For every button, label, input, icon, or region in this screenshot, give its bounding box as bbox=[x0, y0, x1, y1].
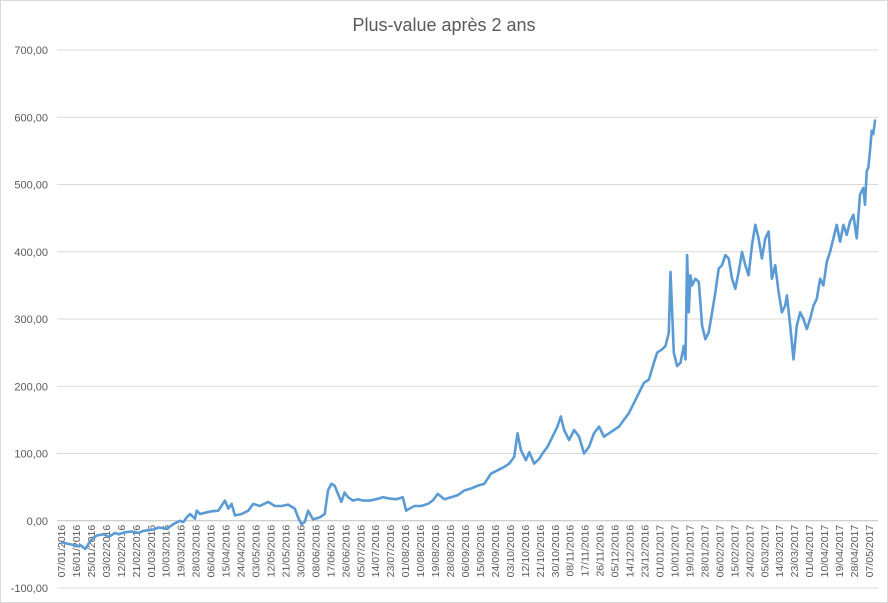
x-tick-label: 05/12/2016 bbox=[610, 525, 622, 578]
x-tick-label: 05/03/2017 bbox=[759, 525, 771, 578]
x-tick-label: 01/01/2017 bbox=[655, 525, 667, 578]
x-tick-label: 06/09/2016 bbox=[460, 525, 472, 578]
x-tick-label: 08/11/2016 bbox=[565, 525, 577, 577]
y-tick-label: 400,00 bbox=[14, 247, 48, 259]
x-tick-label: 23/07/2016 bbox=[385, 525, 397, 578]
y-tick-label: 300,00 bbox=[14, 314, 48, 326]
x-tick-label: 07/05/2017 bbox=[864, 525, 876, 578]
x-tick-label: 10/01/2017 bbox=[669, 525, 681, 578]
x-tick-label: 28/03/2016 bbox=[191, 525, 203, 578]
x-tick-label: 30/10/2016 bbox=[550, 525, 562, 578]
x-tick-label: 19/03/2016 bbox=[176, 525, 188, 578]
x-tick-label: 03/05/2016 bbox=[251, 525, 263, 578]
gridlines bbox=[57, 49, 878, 589]
x-tick-label: 15/02/2017 bbox=[729, 525, 741, 578]
x-tick-label: 21/02/2016 bbox=[131, 525, 143, 578]
x-tick-label: 03/10/2016 bbox=[505, 525, 517, 578]
x-tick-label: 05/07/2016 bbox=[355, 525, 367, 578]
x-tick-label: 24/02/2017 bbox=[744, 525, 756, 578]
x-tick-label: 01/08/2016 bbox=[400, 525, 412, 578]
x-tick-label: 24/09/2016 bbox=[490, 525, 502, 578]
x-tick-label: 14/12/2016 bbox=[625, 525, 637, 578]
y-axis-tick-labels: -100,00 0,00 100,00 200,00 300,00 400,00 500,0… bbox=[11, 45, 48, 595]
x-tick-label: 17/11/2016 bbox=[580, 525, 592, 577]
y-tick-label: 700,00 bbox=[14, 45, 48, 57]
x-tick-label: 21/05/2016 bbox=[280, 525, 292, 578]
chart-title: Plus-value après 2 ans bbox=[352, 15, 535, 35]
x-tick-label: 26/11/2016 bbox=[595, 525, 607, 577]
x-tick-label: 24/04/2016 bbox=[236, 525, 248, 578]
y-tick-label: 0,00 bbox=[27, 516, 48, 528]
x-tick-label: 16/01/2016 bbox=[71, 525, 83, 578]
x-tick-label: 28/04/2017 bbox=[849, 525, 861, 578]
series-layer bbox=[60, 119, 877, 551]
x-tick-label: 06/02/2017 bbox=[714, 525, 726, 578]
x-tick-label: 14/07/2016 bbox=[370, 525, 382, 578]
x-tick-label: 08/06/2016 bbox=[310, 525, 322, 578]
y-tick-label: 600,00 bbox=[14, 112, 48, 124]
x-tick-label: 01/04/2017 bbox=[804, 525, 816, 578]
y-tick-label: -100,00 bbox=[11, 583, 48, 595]
x-tick-label: 19/04/2017 bbox=[834, 525, 846, 578]
x-tick-label: 19/08/2016 bbox=[430, 525, 442, 578]
x-tick-label: 14/03/2017 bbox=[774, 525, 786, 578]
x-tick-label: 23/03/2017 bbox=[789, 525, 801, 578]
x-tick-label: 25/01/2016 bbox=[86, 525, 98, 578]
y-tick-label: 100,00 bbox=[14, 449, 48, 461]
x-tick-label: 15/04/2016 bbox=[221, 525, 233, 578]
x-tick-label: 12/10/2016 bbox=[520, 525, 532, 578]
x-tick-label: 12/05/2016 bbox=[265, 525, 277, 578]
x-tick-label: 28/01/2017 bbox=[699, 525, 711, 578]
x-tick-label: 28/08/2016 bbox=[445, 525, 457, 578]
x-tick-label: 19/01/2017 bbox=[684, 525, 696, 578]
x-tick-label: 15/09/2016 bbox=[475, 525, 487, 578]
x-axis-tick-labels: 07/01/2016 16/01/2016 25/01/2016 03/02/2016… bbox=[56, 525, 876, 578]
x-tick-label: 07/01/2016 bbox=[56, 525, 68, 578]
series-line bbox=[60, 119, 877, 551]
x-tick-label: 23/12/2016 bbox=[640, 525, 652, 578]
x-tick-label: 26/06/2016 bbox=[340, 525, 352, 578]
x-tick-label: 30/05/2016 bbox=[295, 525, 307, 578]
x-tick-label: 21/10/2016 bbox=[535, 525, 547, 578]
x-tick-label: 17/06/2016 bbox=[325, 525, 337, 578]
x-tick-label: 06/04/2016 bbox=[206, 525, 218, 578]
x-tick-label: 10/03/2016 bbox=[161, 525, 173, 578]
x-tick-label: 12/02/2016 bbox=[116, 525, 128, 578]
x-tick-label: 01/03/2016 bbox=[146, 525, 158, 578]
y-tick-label: 500,00 bbox=[14, 180, 48, 192]
y-tick-label: 200,00 bbox=[14, 381, 48, 393]
x-tick-label: 10/08/2016 bbox=[415, 525, 427, 578]
x-tick-label: 10/04/2017 bbox=[819, 525, 831, 578]
x-tick-label: 03/02/2016 bbox=[101, 525, 113, 578]
